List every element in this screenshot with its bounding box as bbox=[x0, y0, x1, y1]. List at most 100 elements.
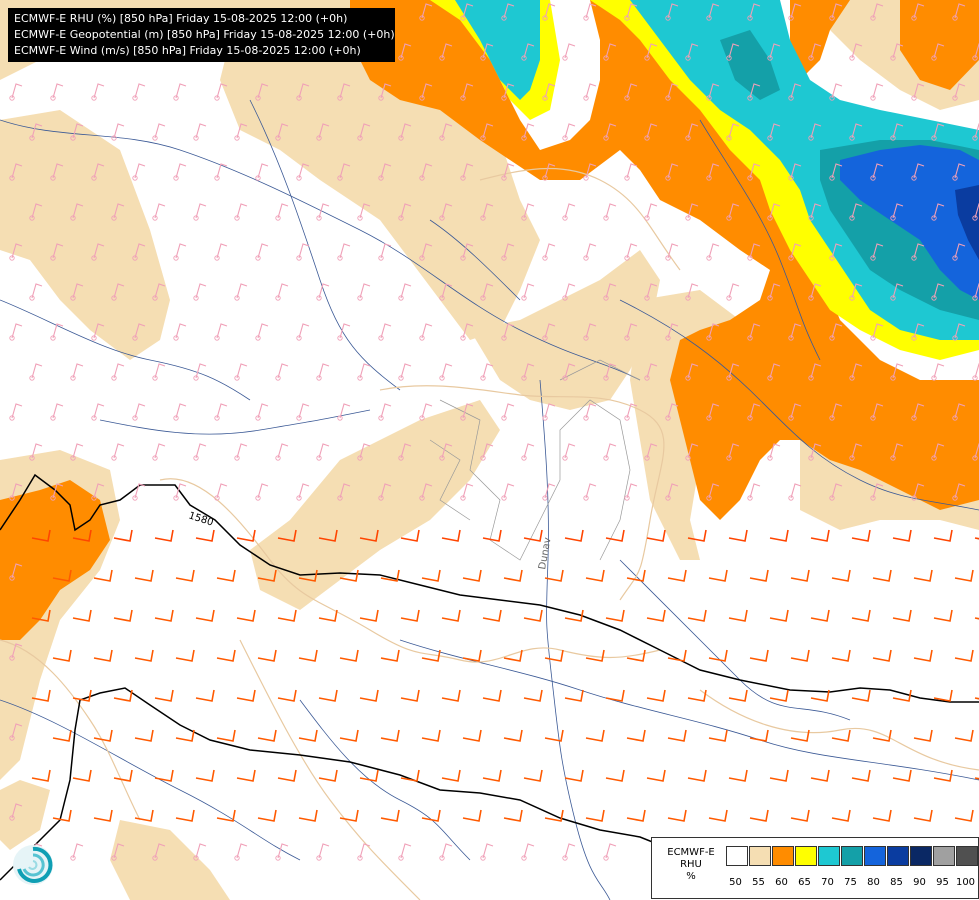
wind-barb bbox=[521, 123, 535, 141]
legend-tick-65: 65 bbox=[798, 877, 811, 888]
wind-barb bbox=[255, 483, 269, 501]
wind-barb bbox=[152, 363, 166, 381]
wind-barb bbox=[400, 769, 420, 782]
wind-barb bbox=[626, 729, 646, 742]
wind-barb bbox=[398, 123, 412, 141]
wind-barb bbox=[175, 649, 195, 662]
wind-barb bbox=[728, 609, 748, 622]
wind-barb bbox=[544, 729, 564, 742]
geopotential-contours bbox=[0, 473, 979, 881]
wind-barb bbox=[9, 403, 23, 421]
header-line-geopotential: ECMWF-E Geopotential (m) [850 hPa] Frida… bbox=[14, 28, 395, 41]
wind-barb bbox=[378, 83, 392, 101]
wind-barb bbox=[562, 443, 576, 461]
wind-barb bbox=[339, 729, 359, 742]
wind-barb bbox=[808, 363, 822, 381]
wind-barb bbox=[952, 163, 966, 181]
wind-barb bbox=[339, 569, 359, 582]
wind-barb bbox=[236, 769, 256, 782]
wind-barb bbox=[685, 363, 699, 381]
wind-barb bbox=[767, 43, 781, 61]
wind-barb bbox=[646, 529, 666, 542]
wind-barb bbox=[72, 609, 92, 622]
wind-barb bbox=[398, 843, 412, 861]
wind-barb bbox=[521, 843, 535, 861]
wind-barb bbox=[749, 569, 769, 582]
wind-barb bbox=[296, 323, 310, 341]
wind-barb bbox=[50, 83, 64, 101]
wind-barb bbox=[91, 163, 105, 181]
wind-barb bbox=[849, 203, 863, 221]
wind-barb bbox=[665, 243, 679, 261]
wind-barb bbox=[667, 809, 687, 822]
wind-barb bbox=[439, 443, 453, 461]
wind-barb bbox=[667, 569, 687, 582]
wind-barb bbox=[562, 123, 576, 141]
wind-barb bbox=[851, 529, 871, 542]
wind-barb bbox=[931, 203, 945, 221]
wind-barb bbox=[439, 363, 453, 381]
wind-barb bbox=[214, 323, 228, 341]
wind-barb bbox=[972, 443, 979, 461]
wind-barb bbox=[339, 649, 359, 662]
wind-barb bbox=[501, 3, 515, 21]
wind-barb bbox=[829, 163, 843, 181]
legend-swatch-80 bbox=[864, 846, 886, 866]
wind-barb bbox=[931, 283, 945, 301]
wind-barb bbox=[542, 483, 556, 501]
wind-barb bbox=[337, 83, 351, 101]
country-borders bbox=[0, 167, 979, 900]
wind-barb bbox=[214, 83, 228, 101]
wind-barb bbox=[605, 529, 625, 542]
wind-barb bbox=[52, 809, 72, 822]
wind-barb bbox=[913, 649, 933, 662]
wind-barb bbox=[439, 283, 453, 301]
wind-barb bbox=[829, 243, 843, 261]
wind-barb bbox=[849, 363, 863, 381]
wind-barb bbox=[644, 363, 658, 381]
wind-barb bbox=[542, 243, 556, 261]
wind-barb bbox=[154, 529, 174, 542]
wind-barb bbox=[29, 123, 43, 141]
wind-barb bbox=[788, 163, 802, 181]
wind-barb bbox=[296, 243, 310, 261]
wind-barb bbox=[255, 403, 269, 421]
wind-barb bbox=[706, 163, 720, 181]
wind-barb bbox=[460, 163, 474, 181]
wind-barb bbox=[296, 483, 310, 501]
wind-barb bbox=[134, 729, 154, 742]
wind-barb bbox=[583, 323, 597, 341]
wind-barb bbox=[378, 163, 392, 181]
wind-barb bbox=[277, 689, 297, 702]
wind-barb bbox=[275, 123, 289, 141]
wind-barb bbox=[788, 323, 802, 341]
wind-barb bbox=[767, 123, 781, 141]
wind-barb bbox=[29, 283, 43, 301]
wind-barb bbox=[646, 609, 666, 622]
wind-barb bbox=[870, 483, 884, 501]
wind-barb bbox=[359, 529, 379, 542]
wind-barb bbox=[931, 443, 945, 461]
wind-barb bbox=[872, 729, 892, 742]
wind-barb bbox=[726, 363, 740, 381]
wind-barb bbox=[952, 3, 966, 21]
wind-barb bbox=[173, 243, 187, 261]
wind-barb bbox=[255, 83, 269, 101]
wind-barb bbox=[562, 203, 576, 221]
wind-barb bbox=[583, 483, 597, 501]
wind-barb bbox=[747, 323, 761, 341]
wind-barb bbox=[808, 443, 822, 461]
wind-barb bbox=[318, 689, 338, 702]
wind-barb bbox=[790, 649, 810, 662]
wind-barb bbox=[357, 363, 371, 381]
wind-barb bbox=[521, 363, 535, 381]
ecmwf-swirl-logo-icon bbox=[13, 845, 53, 885]
wind-barb bbox=[892, 609, 912, 622]
wind-barb bbox=[195, 529, 215, 542]
wind-barb bbox=[769, 689, 789, 702]
wind-barb bbox=[50, 163, 64, 181]
wind-barb bbox=[193, 443, 207, 461]
wind-barb bbox=[173, 83, 187, 101]
wind-barb bbox=[175, 809, 195, 822]
